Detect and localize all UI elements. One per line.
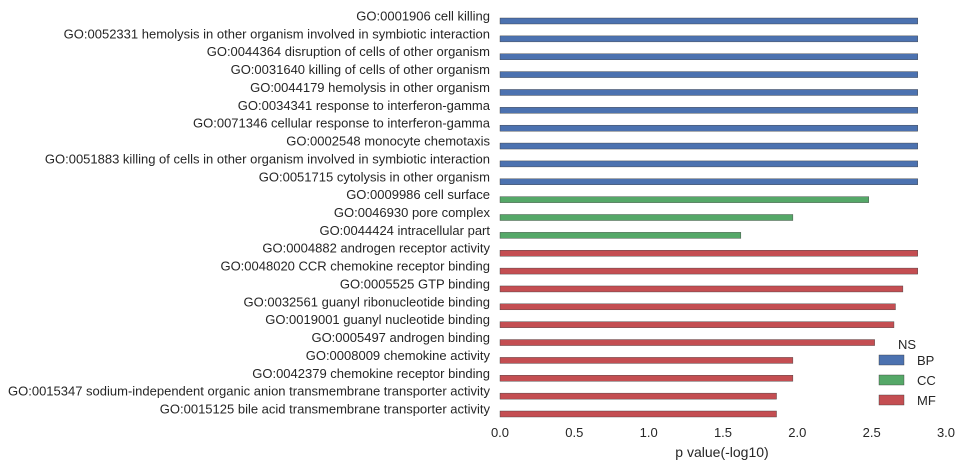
legend-label-mf: MF [917, 393, 936, 408]
bar-bp [499, 71, 918, 78]
bar-mf [499, 250, 918, 257]
bar-bp [499, 107, 918, 114]
category-label: GO:0044424 intracellular part [319, 223, 490, 238]
legend-title: NS [898, 337, 916, 352]
bar-mf [499, 321, 895, 328]
bar-mf [499, 410, 777, 418]
category-label: GO:0046930 pore complex [334, 205, 491, 220]
bar-bp [499, 89, 918, 96]
bar-bp [499, 35, 918, 43]
category-label: GO:0051715 cytolysis in other organism [259, 169, 490, 184]
bar-bp [499, 124, 918, 132]
category-labels-group: GO:0001906 cell killing GO:0052331 hemoly… [8, 9, 491, 417]
category-label: GO:0044179 hemolysis in other organism [250, 80, 490, 95]
x-tick-label: 1.0 [640, 425, 658, 440]
x-axis-title: p value(-log10) [675, 444, 768, 460]
bar-cc [499, 196, 869, 203]
x-tick-label: 2.0 [788, 425, 806, 440]
bar-bp [499, 17, 918, 25]
x-tick-label: 3.0 [937, 425, 955, 440]
bars-group [499, 17, 918, 418]
category-label: GO:0001906 cell killing [356, 9, 490, 24]
category-label: GO:0005525 GTP binding [340, 276, 490, 291]
category-label: GO:0031640 killing of cells of other org… [231, 62, 490, 77]
bar-mf [499, 392, 777, 400]
legend-label-bp: BP [917, 353, 934, 368]
bar-bp [499, 178, 918, 185]
x-tick-labels-group: 0.0 0.5 1.0 1.5 2.0 2.5 3.0 [491, 425, 955, 440]
category-label: GO:0009986 cell surface [346, 187, 490, 202]
legend-label-cc: CC [917, 373, 936, 388]
x-tick-label: 0.5 [565, 425, 583, 440]
bar-bp [499, 142, 918, 150]
category-label: GO:0044364 disruption of cells of other … [207, 44, 490, 59]
x-tick-label: 1.5 [714, 425, 732, 440]
legend: NS BP CC MF [878, 337, 936, 408]
bar-bp [499, 160, 918, 168]
bar-cc [499, 232, 742, 239]
category-label: GO:0019001 guanyl nucleotide binding [265, 312, 490, 327]
bar-bp [499, 53, 918, 60]
bar-mf [499, 339, 875, 346]
category-label: GO:0005497 androgen binding [311, 330, 490, 345]
category-label: GO:0042379 chemokine receptor binding [252, 366, 490, 381]
bar-mf [499, 357, 794, 364]
category-label: GO:0002548 monocyte chemotaxis [286, 134, 490, 149]
bar-mf [499, 267, 918, 275]
bar-mf [499, 303, 896, 311]
legend-swatch-cc [878, 374, 905, 386]
category-label: GO:0071346 cellular response to interfer… [193, 116, 491, 131]
category-label: GO:0051883 killing of cells in other org… [45, 151, 490, 166]
category-label: GO:0032561 guanyl ribonucleotide binding [244, 294, 490, 309]
x-tick-label: 0.0 [491, 425, 509, 440]
category-label: GO:0034341 response to interferon-gamma [238, 98, 491, 113]
x-tick-label: 2.5 [863, 425, 881, 440]
category-label: GO:0015125 bile acid transmembrane trans… [160, 402, 491, 417]
category-label: GO:0015347 sodium-independent organic an… [8, 384, 490, 399]
bar-mf [499, 285, 904, 293]
bar-mf [499, 375, 794, 382]
legend-swatch-bp [878, 354, 905, 366]
category-label: GO:0004882 androgen receptor activity [262, 241, 490, 256]
bar-cc [499, 214, 794, 221]
category-label: GO:0008009 chemokine activity [306, 348, 491, 363]
category-label: GO:0048020 CCR chemokine receptor bindin… [220, 259, 490, 274]
legend-swatch-mf [878, 394, 905, 406]
category-label: GO:0052331 hemolysis in other organism i… [64, 26, 490, 41]
